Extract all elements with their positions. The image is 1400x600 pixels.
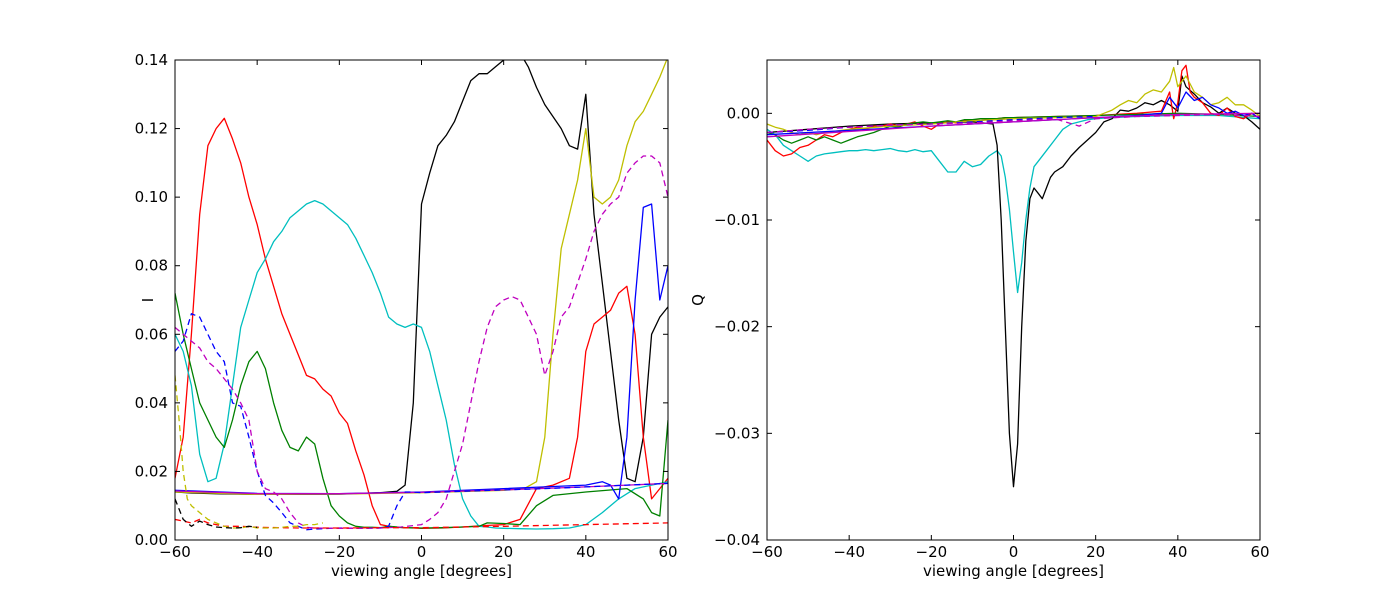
- intensity-series-cyan-solid: [175, 199, 668, 530]
- q-x-tick-label: 0: [1009, 543, 1019, 561]
- q-y-tick-label: −0.03: [714, 424, 760, 442]
- intensity-x-tick-label: 40: [576, 543, 595, 561]
- q-y-tick-label: −0.01: [714, 211, 760, 229]
- intensity-y-tick-label: 0.08: [135, 257, 168, 275]
- intensity-ticks-layer: −60 −40 −20 0 20 40 60 0.00 0.02 0.04 0.06 0.08 0.10…: [135, 51, 678, 561]
- q-series-magenta-solid: [767, 112, 1260, 138]
- q-series-cyan-solid: [767, 114, 1260, 294]
- intensity-x-tick-label: −60: [159, 543, 191, 561]
- q-x-tick-label: 20: [1086, 543, 1105, 561]
- intensity-y-tick-label: 0.04: [135, 394, 168, 412]
- intensity-x-tick-label: −40: [241, 543, 273, 561]
- intensity-y-tick-label: 0.14: [135, 51, 168, 69]
- intensity-series-magenta-dashed: [175, 155, 668, 529]
- intensity-x-tick-label: 0: [417, 543, 427, 561]
- q-x-tick-label: −60: [751, 543, 783, 561]
- intensity-series-layer: [175, 60, 668, 531]
- intensity-series-blue-dashed: [175, 313, 668, 531]
- intensity-series-yellow-dashed: [175, 375, 324, 529]
- q-x-tick-label: −40: [833, 543, 865, 561]
- q-y-tick-label: −0.04: [714, 531, 760, 549]
- q-x-tick-label: −20: [916, 543, 948, 561]
- intensity-y-tick-label: 0.00: [135, 531, 168, 549]
- q-y-tick-label: 0.00: [727, 104, 760, 122]
- intensity-x-tick-label: 60: [658, 543, 677, 561]
- q-ticks-layer: −60 −40 −20 0 20 40 60 0.00 −0.01 −0.02 −0.03 −0.04: [714, 60, 1270, 561]
- intensity-x-axis-label: viewing angle [degrees]: [331, 562, 512, 580]
- intensity-series-black-dashed: [175, 498, 258, 529]
- intensity-x-tick-label: −20: [324, 543, 356, 561]
- intensity-y-tick-label: 0.06: [135, 325, 168, 343]
- intensity-chart: −60 −40 −20 0 20 40 60 0.00 0.02 0.04 0.06 0.08 0.10…: [135, 51, 678, 580]
- q-x-tick-label: 60: [1250, 543, 1269, 561]
- q-y-tick-label: −0.02: [714, 318, 760, 336]
- intensity-y-axis-label: I: [139, 298, 157, 302]
- intensity-y-tick-label: 0.02: [135, 462, 168, 480]
- q-y-axis-label: Q: [689, 294, 707, 306]
- q-series-black-solid: [767, 75, 1260, 488]
- intensity-y-tick-label: 0.10: [135, 188, 168, 206]
- q-series-layer: [767, 64, 1260, 488]
- intensity-x-tick-label: 20: [494, 543, 513, 561]
- intensity-series-green-solid: [175, 292, 668, 529]
- q-series-green-solid: [767, 112, 1260, 144]
- q-chart: −60 −40 −20 0 20 40 60 0.00 −0.01 −0.02 −0.03 −0.04…: [689, 59, 1270, 580]
- intensity-series-red-solid: [175, 117, 668, 529]
- q-x-tick-label: 40: [1168, 543, 1187, 561]
- q-x-axis-label: viewing angle [degrees]: [923, 562, 1104, 580]
- intensity-y-tick-label: 0.12: [135, 120, 168, 138]
- intensity-series-black-solid: [175, 60, 668, 496]
